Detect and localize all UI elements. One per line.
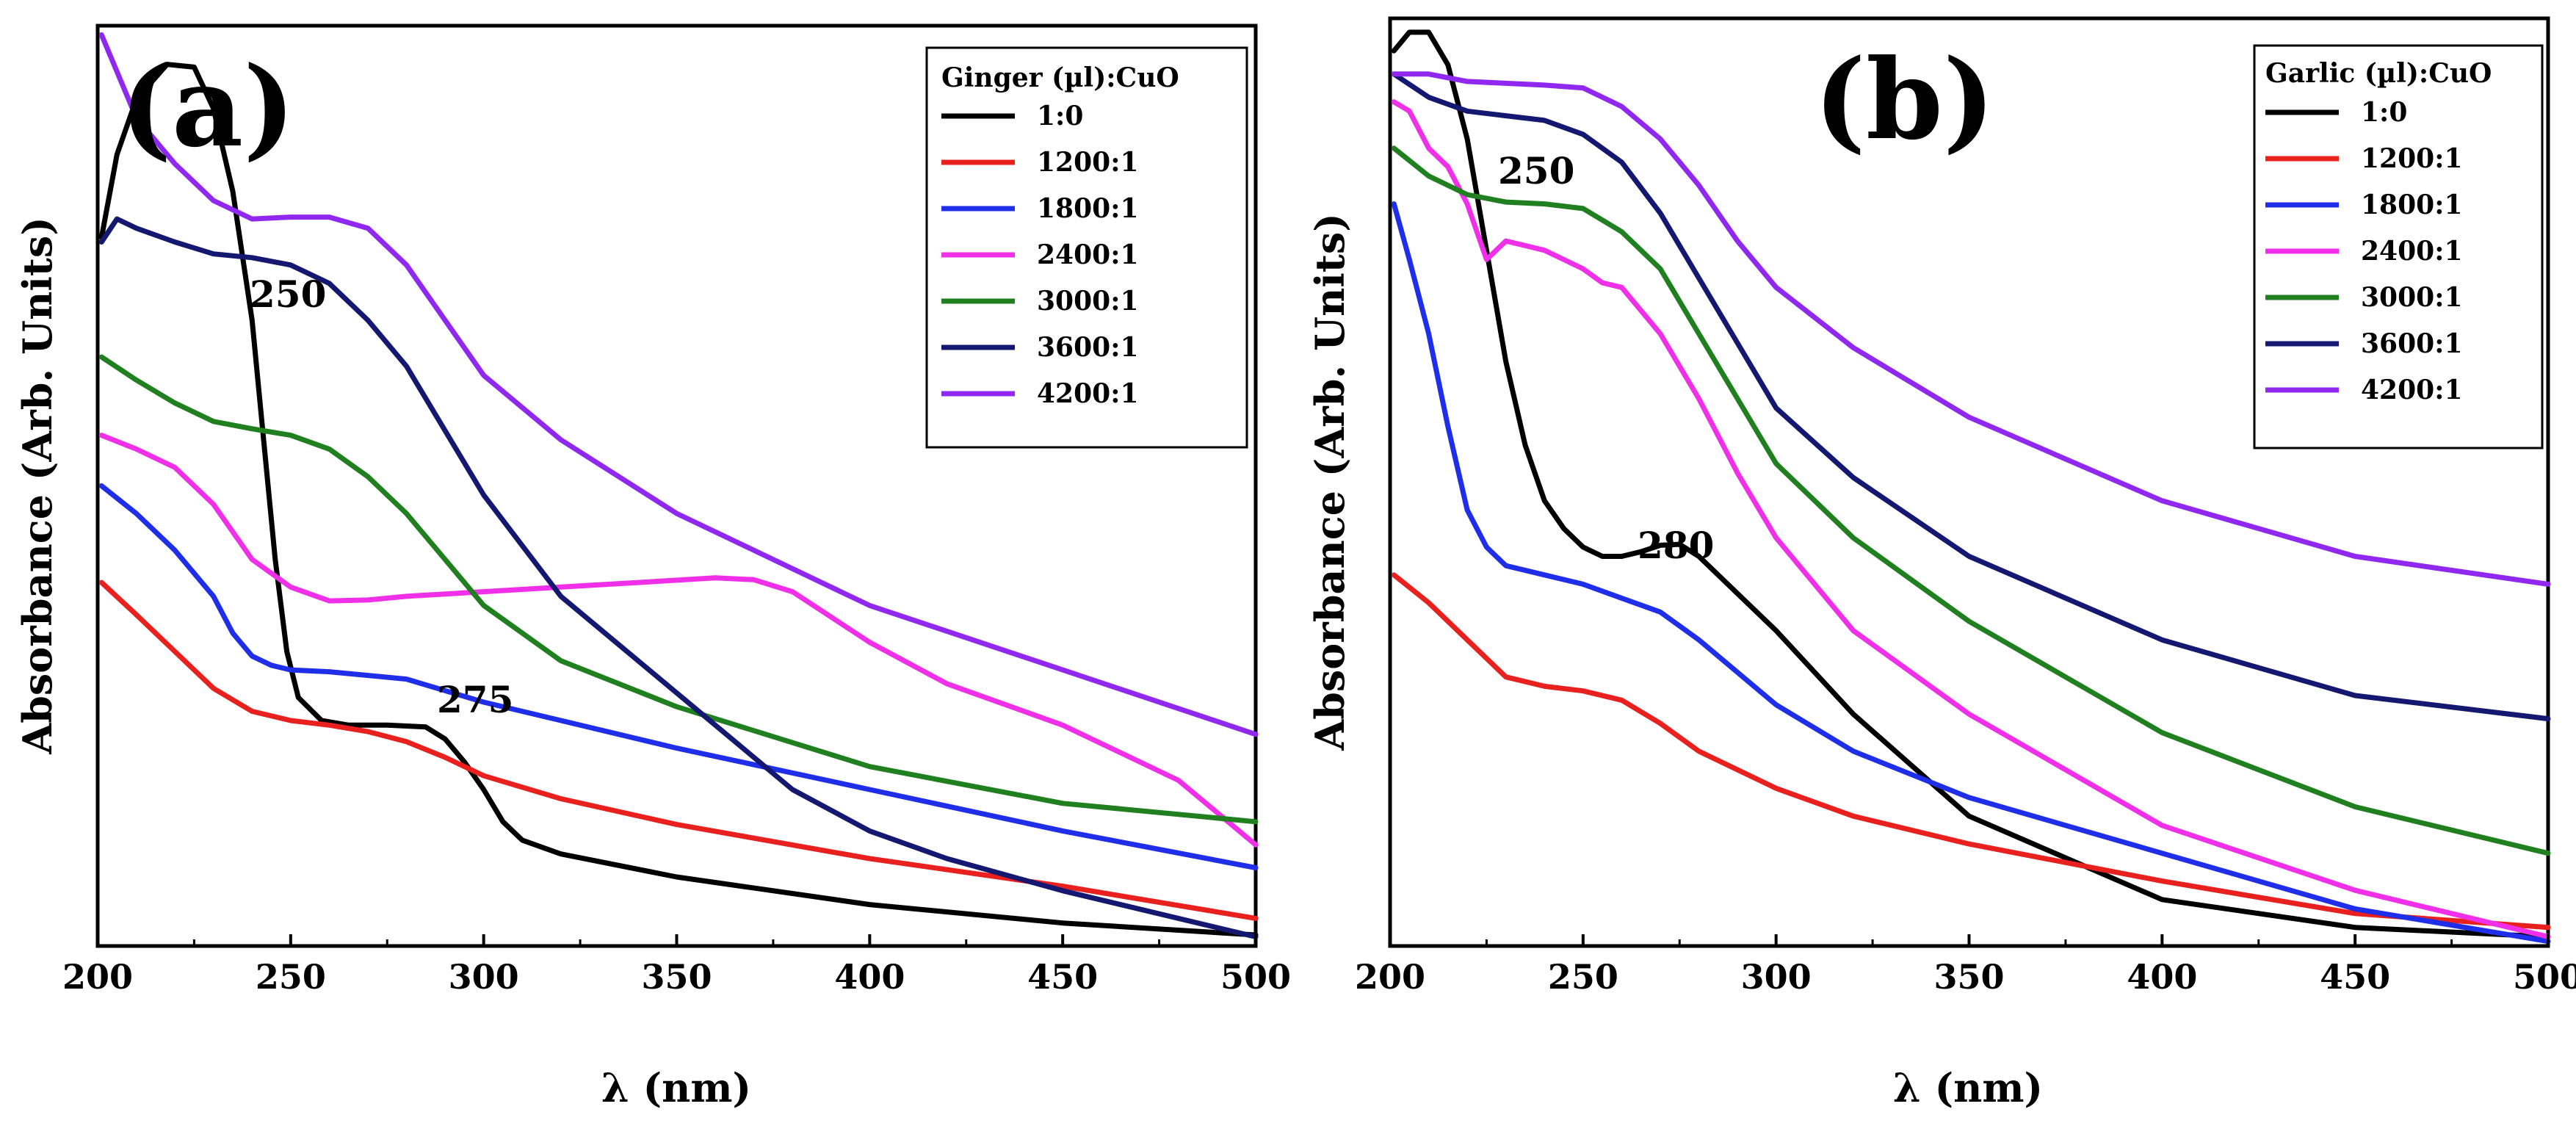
annotation-peak-275: 275 [437, 678, 513, 721]
series-line-1200-1 [1391, 572, 2551, 931]
x-ticks: 200 250 300 350 400 450 500 [62, 934, 1291, 997]
annotation-peak-250: 250 [1498, 149, 1574, 192]
legend-label: 3000:1 [1037, 286, 1139, 317]
panel-label: (b) [1814, 35, 1995, 165]
x-axis-title: λ (nm) [1893, 1064, 2043, 1111]
series-line-1-0 [1391, 29, 2551, 939]
legend-title: Ginger (µl):CuO [941, 62, 1179, 93]
x-tick-label: 350 [641, 957, 712, 997]
legend-label: 3000:1 [2361, 282, 2463, 313]
series-line-1800-1 [1391, 201, 2551, 945]
annotation-peak-280: 280 [1638, 524, 1714, 567]
legend-label: 2400:1 [1037, 239, 1139, 270]
series-line-4200-1 [98, 32, 1259, 737]
x-tick-label: 300 [449, 957, 519, 997]
legend-label: 3600:1 [2361, 328, 2463, 359]
panel-a: 200 250 300 350 400 450 500 (a) 250 275 λ (nm)… [14, 24, 1291, 1111]
legend-label: 1:0 [2361, 97, 2407, 128]
panel-label: (a) [120, 43, 295, 172]
legend-entries: 1:0 1200:1 1800:1 2400:1 3000:1 3600:1 4200:1 [941, 101, 1139, 409]
legend-label: 1800:1 [2361, 189, 2463, 220]
series-line-3600-1 [1391, 71, 2551, 722]
legend-label: 1:0 [1037, 101, 1083, 131]
x-tick-label: 400 [834, 957, 905, 997]
x-tick-label: 500 [1220, 957, 1291, 997]
series-layer [1391, 29, 2551, 945]
y-axis-title: Absorbance (Arb. Units) [1306, 213, 1353, 751]
x-axis-title: λ (nm) [601, 1064, 751, 1111]
series-line-1200-1 [98, 579, 1259, 921]
x-tick-label: 450 [2320, 957, 2390, 997]
legend-label: 2400:1 [2361, 236, 2463, 267]
legend-label: 1800:1 [1037, 193, 1139, 224]
x-tick-label: 250 [1548, 957, 1618, 997]
x-tick-label: 200 [62, 957, 133, 997]
series-line-4200-1 [1391, 71, 2551, 587]
x-tick-label: 400 [2127, 957, 2197, 997]
legend-label: 1200:1 [1037, 147, 1139, 178]
series-line-1800-1 [98, 483, 1259, 870]
legend-label: 4200:1 [1037, 378, 1139, 409]
panel-b: 200 250 300 350 400 450 500 (b) 250 280 λ (nm)… [1306, 16, 2576, 1111]
x-tick-label: 300 [1741, 957, 1812, 997]
series-line-3000-1 [1391, 145, 2551, 856]
y-axis-title: Absorbance (Arb. Units) [14, 217, 61, 755]
series-line-1-0 [98, 62, 1259, 938]
legend-label: 1200:1 [2361, 143, 2463, 174]
series-line-2400-1 [1391, 99, 2551, 939]
x-ticks: 200 250 300 350 400 450 500 [1355, 934, 2576, 997]
x-tick-label: 450 [1027, 957, 1098, 997]
series-layer [98, 32, 1259, 939]
series-line-2400-1 [98, 433, 1259, 848]
legend-label: 3600:1 [1037, 332, 1139, 363]
x-tick-label: 500 [2513, 957, 2576, 997]
series-line-3000-1 [98, 354, 1259, 825]
legend-label: 4200:1 [2361, 375, 2463, 405]
x-tick-label: 350 [1933, 957, 2004, 997]
x-tick-label: 250 [256, 957, 326, 997]
annotation-peak-250: 250 [250, 272, 326, 316]
legend: Ginger (µl):CuO 1:0 1200:1 1800:1 2400:1 300… [925, 46, 1248, 449]
series-line-3600-1 [98, 216, 1259, 939]
legend-entries: 1:0 1200:1 1800:1 2400:1 3000:1 3600:1 4200:1 [2265, 97, 2463, 405]
legend-title: Garlic (µl):CuO [2265, 58, 2492, 89]
legend: Garlic (µl):CuO 1:0 1200:1 1800:1 2400:1 300… [2253, 44, 2544, 449]
x-tick-label: 200 [1355, 957, 1425, 997]
